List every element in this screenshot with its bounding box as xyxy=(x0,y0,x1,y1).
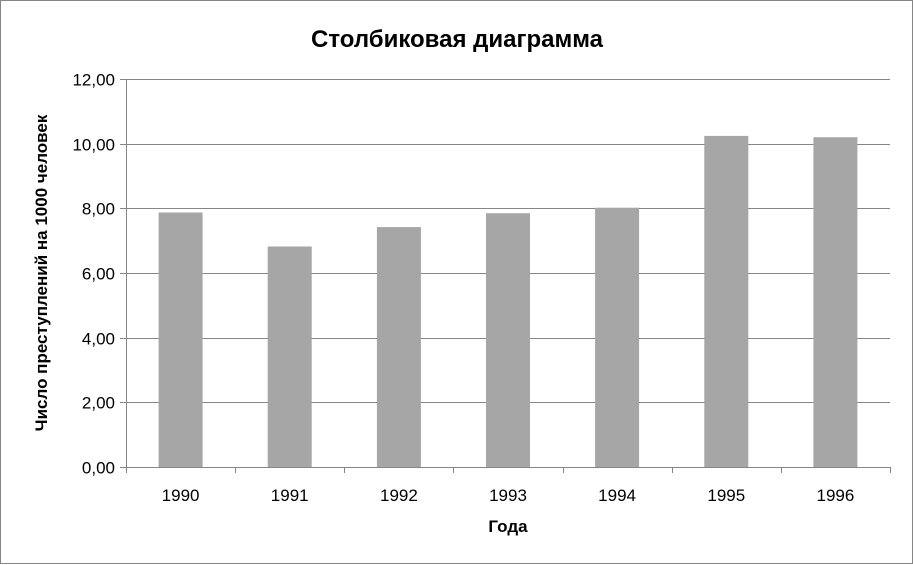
y-tick-labels: 0,00 2,00 4,00 6,00 8,00 10,00 12,00 xyxy=(72,71,115,478)
x-tick-label: 1991 xyxy=(271,486,309,505)
y-tick-label: 0,00 xyxy=(82,459,115,478)
y-tick-label: 6,00 xyxy=(82,265,115,284)
bar-1991 xyxy=(267,246,312,467)
x-axis-title: Года xyxy=(488,517,528,536)
x-tick-label: 1990 xyxy=(162,486,200,505)
bar-1990 xyxy=(158,212,203,467)
y-tick-label: 8,00 xyxy=(82,200,115,219)
x-tick-label: 1996 xyxy=(816,486,854,505)
x-tick-labels: 1990 1991 1992 1993 1994 1995 1996 xyxy=(162,486,855,505)
chart-title: Столбиковая диаграмма xyxy=(311,26,604,53)
x-tick-label: 1994 xyxy=(598,486,636,505)
y-tick-label: 10,00 xyxy=(72,136,115,155)
x-tick-label: 1992 xyxy=(380,486,418,505)
x-tick-label: 1993 xyxy=(489,486,527,505)
y-tick-label: 4,00 xyxy=(82,330,115,349)
bar-1994 xyxy=(595,207,640,467)
bar-1992 xyxy=(376,227,421,467)
y-axis-title: Число преступлений на 1000 человек xyxy=(32,114,51,431)
axes xyxy=(126,79,891,473)
x-tick-label: 1995 xyxy=(707,486,745,505)
bar-1993 xyxy=(486,213,530,467)
bar-1996 xyxy=(813,137,858,467)
bars xyxy=(158,135,858,467)
y-tick-label: 2,00 xyxy=(82,394,115,413)
y-tick-label: 12,00 xyxy=(72,71,115,90)
bar-1995 xyxy=(704,135,749,467)
